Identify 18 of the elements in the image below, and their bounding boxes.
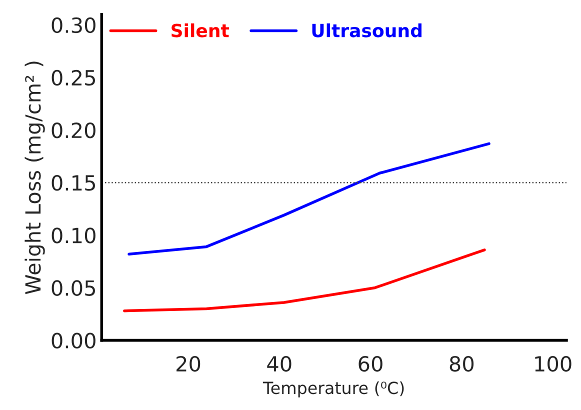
y-tick-label: 0.05 [52,280,95,296]
line-series [123,248,486,312]
x-tick-label: 40 [267,356,292,372]
x-tick-label: 100 [535,356,572,372]
x-tick-label: 60 [358,356,382,372]
x-tick-label: 20 [176,356,200,372]
y-tick-label: 0.25 [52,70,95,86]
legend-label: Silent [172,23,229,38]
x-tick-label: 80 [450,356,474,372]
y-tick-label: 0.20 [52,122,96,138]
legend-label: Ultrasound [312,23,422,38]
y-axis-title: Weight Loss (mg/cm² ) [24,62,45,294]
x-axis-title: Temperature (⁰C) [262,381,404,398]
y-tick-label: 0.10 [52,228,96,244]
y-tick-label: 0.30 [52,17,96,34]
y-tick-label: 0.15 [52,175,95,191]
y-tick-label: 0.00 [52,332,96,349]
line-series [128,142,490,256]
